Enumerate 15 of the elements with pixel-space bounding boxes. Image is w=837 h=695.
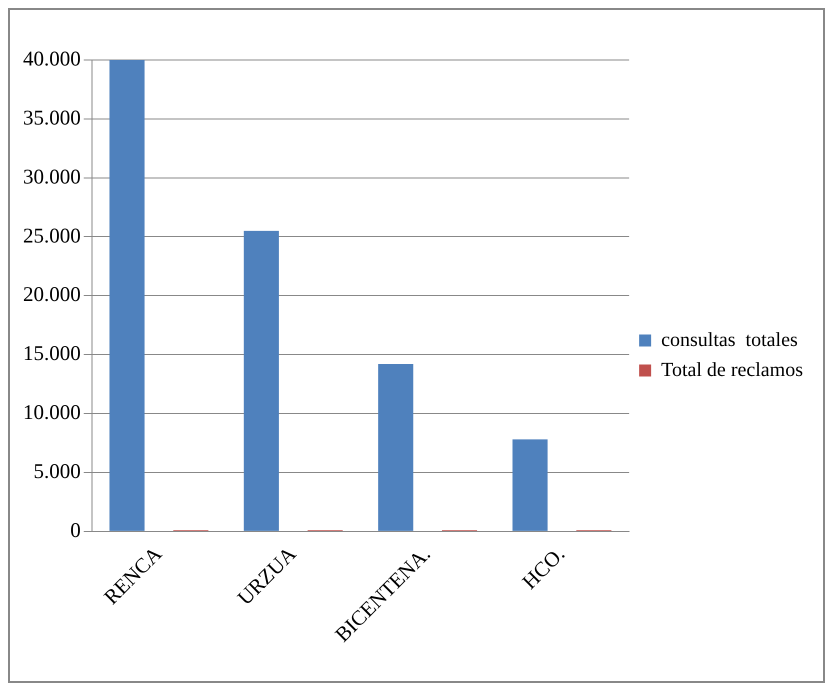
bar — [512, 439, 548, 531]
bar — [244, 230, 279, 531]
y-tick-label: 10.000 — [23, 400, 81, 424]
y-tick-label: 20.000 — [23, 282, 81, 306]
y-tick-label: 35.000 — [23, 105, 81, 130]
y-tick-label: 5.000 — [34, 458, 81, 483]
y-tick-label: 15.000 — [23, 341, 81, 366]
y-tick-label: 0 — [70, 518, 81, 542]
legend-label: Total de reclamos — [661, 358, 804, 381]
y-tick-label: 40.000 — [23, 46, 81, 71]
bar — [378, 364, 414, 531]
bar — [109, 60, 145, 531]
legend-label: consultas totales — [661, 328, 798, 351]
y-tick-label: 25.000 — [23, 223, 81, 248]
y-tick-label: 30.000 — [23, 164, 81, 188]
